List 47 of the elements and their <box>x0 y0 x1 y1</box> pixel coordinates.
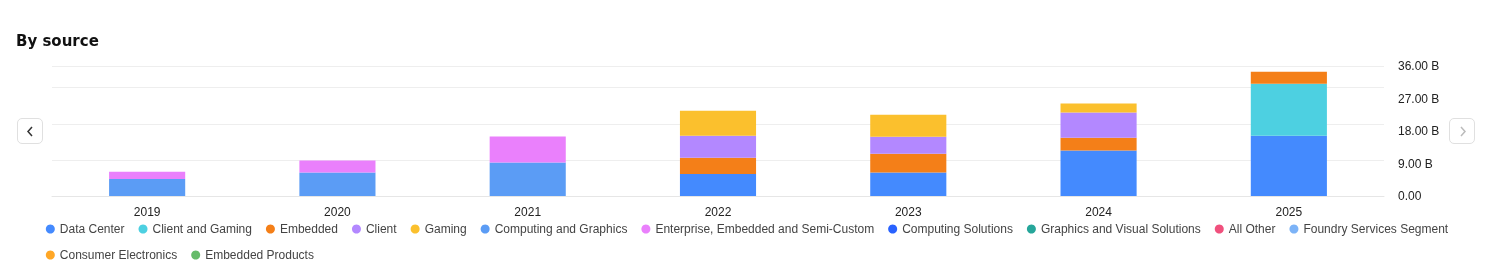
legend-label: Foundry Services Segment <box>1303 222 1449 236</box>
bar <box>870 136 947 154</box>
y-tick-label: 0.00 <box>1398 189 1422 203</box>
legend-label: Client and Gaming <box>152 222 252 236</box>
legend-label: Computing Solutions <box>902 222 1013 236</box>
legend-label: Consumer Electronics <box>59 248 178 262</box>
bar <box>679 173 757 196</box>
legend-label: All Other <box>1228 222 1276 236</box>
x-tick-label: 2021 <box>514 205 542 219</box>
bar <box>870 153 947 173</box>
bar <box>299 172 376 196</box>
bar <box>679 135 757 158</box>
legend-label: Enterprise, Embedded and Semi-Custom <box>655 222 875 236</box>
bar <box>1060 150 1137 196</box>
y-tick-label: 27.00 B <box>1398 91 1440 106</box>
bar <box>679 110 757 136</box>
legend-label: Data Center <box>59 222 125 236</box>
bar <box>1250 135 1327 196</box>
chart-title: By source <box>16 32 99 50</box>
legend-label: Graphics and Visual Solutions <box>1040 222 1201 236</box>
bar <box>109 171 186 180</box>
x-tick-label: 2022 <box>704 205 732 219</box>
legend-label: Gaming <box>424 222 467 236</box>
legend-label: Computing and Graphics <box>494 222 628 236</box>
legend-label: Client <box>365 222 398 236</box>
bar <box>679 157 757 174</box>
y-tick-label: 18.00 B <box>1398 124 1440 138</box>
x-tick-label: 2020 <box>324 205 352 219</box>
x-tick-label: 2023 <box>894 205 922 219</box>
bar <box>489 162 566 196</box>
bar <box>1060 112 1137 138</box>
y-tick-label: 36.00 B <box>1398 59 1440 73</box>
x-tick-label: 2024 <box>1085 205 1113 219</box>
x-tick-label: 2025 <box>1275 205 1303 219</box>
bar <box>1250 83 1327 136</box>
bar <box>870 172 947 196</box>
legend-label: Embedded Products <box>205 248 314 262</box>
bar <box>1060 137 1137 151</box>
bar <box>489 136 566 163</box>
x-tick-label: 2019 <box>133 205 161 219</box>
bar <box>109 179 186 196</box>
bar <box>299 160 376 173</box>
bar <box>1060 103 1137 113</box>
bar <box>1250 71 1327 84</box>
y-tick-label: 9.00 B <box>1398 156 1433 171</box>
legend-label: Embedded <box>279 222 338 236</box>
bar <box>870 114 947 137</box>
